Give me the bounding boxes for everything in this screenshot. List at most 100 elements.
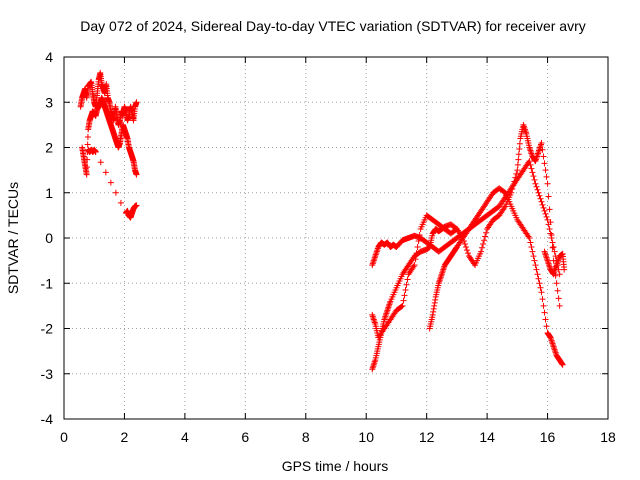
data-point	[532, 262, 539, 269]
data-point	[501, 188, 508, 195]
data-point	[539, 296, 546, 303]
data-point	[554, 287, 561, 294]
data-point	[432, 296, 439, 303]
data-point	[102, 169, 109, 176]
y-tick-label: 4	[45, 49, 53, 65]
data-point	[529, 248, 536, 255]
data-point	[112, 189, 119, 196]
data-point	[429, 311, 436, 318]
data-point	[547, 219, 554, 226]
data-point	[516, 140, 523, 147]
data-point	[555, 295, 562, 302]
data-point	[401, 292, 408, 299]
data-point	[540, 153, 547, 160]
data-point	[479, 244, 486, 251]
y-tick-label: 0	[45, 230, 53, 246]
data-point	[508, 189, 515, 196]
data-point	[537, 195, 544, 202]
data-point	[542, 316, 549, 323]
data-point	[133, 202, 140, 209]
data-point	[84, 133, 91, 140]
data-point	[83, 164, 90, 171]
data-point	[530, 253, 537, 260]
data-point	[412, 256, 419, 263]
data-point	[541, 207, 548, 214]
data-point	[510, 182, 517, 189]
data-point	[133, 99, 140, 106]
x-tick-label: 0	[60, 429, 68, 445]
series-late-track-c	[369, 212, 460, 341]
series-late-track-a	[369, 158, 563, 278]
data-points	[77, 69, 568, 373]
data-point	[83, 171, 90, 178]
data-point	[536, 280, 543, 287]
data-point	[543, 213, 550, 220]
data-point	[543, 323, 550, 330]
x-tick-label: 8	[302, 429, 310, 445]
y-tick-label: -3	[41, 366, 54, 382]
data-point	[542, 210, 549, 217]
y-tick-label: -2	[41, 321, 54, 337]
data-point	[514, 167, 521, 174]
data-point	[480, 241, 487, 248]
data-point	[416, 231, 423, 238]
data-point	[515, 156, 522, 163]
data-point	[528, 244, 535, 251]
y-tick-label: 3	[45, 94, 53, 110]
data-point	[414, 244, 421, 251]
y-tick-label: -4	[41, 411, 54, 427]
data-point	[556, 271, 563, 278]
data-point	[478, 248, 485, 255]
x-tick-label: 6	[241, 429, 249, 445]
data-point	[133, 171, 140, 178]
y-tick-label: 1	[45, 185, 53, 201]
data-point	[544, 180, 551, 187]
data-point	[431, 299, 438, 306]
data-point	[533, 183, 540, 190]
data-point	[516, 146, 523, 153]
data-point	[509, 185, 516, 192]
data-point	[530, 173, 537, 180]
data-point	[92, 149, 99, 156]
data-point	[481, 237, 488, 244]
data-point	[532, 180, 539, 187]
series-late-track-e	[541, 248, 568, 278]
x-tick-label: 2	[121, 429, 129, 445]
data-point	[452, 226, 459, 233]
data-point	[453, 225, 460, 232]
data-point	[534, 186, 541, 193]
data-point	[463, 247, 470, 254]
data-point	[536, 192, 543, 199]
chart-title: Day 072 of 2024, Sidereal Day-to-day VTE…	[80, 18, 586, 34]
data-point	[482, 233, 489, 240]
data-point	[531, 257, 538, 264]
x-tick-label: 18	[600, 429, 616, 445]
series-early-cluster-upper	[77, 69, 140, 128]
data-point	[527, 161, 534, 168]
data-point	[513, 170, 520, 177]
data-point	[534, 271, 541, 278]
data-point	[526, 158, 533, 165]
data-point	[461, 241, 468, 248]
data-point	[398, 303, 405, 310]
data-point	[533, 266, 540, 273]
data-point	[400, 297, 407, 304]
series-late-track-b	[369, 121, 563, 373]
data-point	[538, 289, 545, 296]
data-point	[546, 206, 553, 213]
data-point	[549, 239, 556, 246]
data-point	[430, 308, 437, 315]
data-point	[541, 309, 548, 316]
data-point	[538, 198, 545, 205]
y-axis-label: SDTVAR / TECUs	[5, 182, 21, 294]
data-point	[107, 179, 114, 186]
data-point	[546, 225, 553, 232]
series-early-cluster-spots	[85, 146, 140, 221]
data-point	[551, 248, 558, 255]
data-point	[528, 165, 535, 172]
data-point	[559, 361, 566, 368]
data-point	[544, 216, 551, 223]
data-point	[411, 262, 418, 269]
